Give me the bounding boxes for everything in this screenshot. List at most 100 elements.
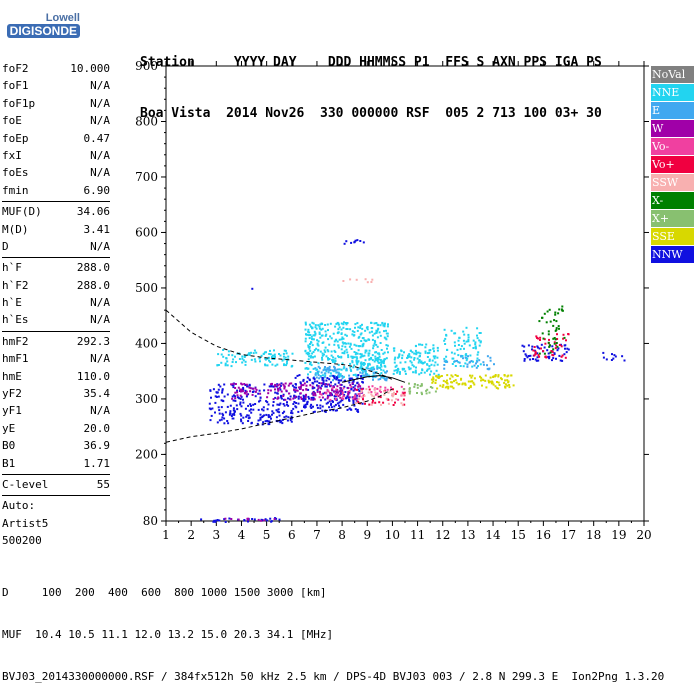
echo-point-sse (494, 375, 496, 378)
echo-point-e (374, 372, 377, 375)
echo-point-nne (429, 373, 431, 376)
echo-point-nne (474, 345, 477, 348)
param-value: 288.0 (76, 261, 110, 275)
echo-point-nnw (340, 379, 343, 382)
legend-item-noval: NoVal (651, 66, 694, 83)
echo-point-nne (273, 349, 275, 352)
echo-point-nnw (234, 399, 237, 402)
echo-point-nne (373, 332, 376, 335)
echo-point-nnw (230, 415, 233, 417)
echo-point-nne (415, 366, 417, 369)
echo-point-nne (375, 322, 378, 324)
echo-point-sse (512, 384, 515, 387)
echo-point-w (274, 388, 276, 391)
echo-point-nnw (247, 520, 249, 523)
echo-point-nnw (249, 403, 252, 406)
echo-point-nne (478, 339, 481, 342)
echo-point-nnw (555, 357, 557, 360)
param-value: 292.3 (76, 334, 110, 348)
echo-point-nne (342, 375, 345, 378)
echo-point-xminus (554, 338, 557, 341)
x-tick-label: 15 (511, 528, 526, 542)
echo-point-nne (313, 355, 316, 358)
x-tick-label: 19 (611, 528, 626, 542)
echo-point-nne (248, 352, 251, 355)
echo-point-nne (308, 345, 311, 348)
echo-point-e (348, 374, 351, 377)
echo-point-e (386, 370, 388, 373)
echo-point-nnw (277, 408, 280, 411)
echo-point-nne (319, 350, 322, 353)
echo-point-nnw (356, 239, 359, 242)
echo-point-nnw (352, 400, 355, 403)
param-label: hmF2 (2, 334, 29, 348)
echo-point-nne (306, 353, 309, 356)
echo-point-nne (217, 364, 220, 366)
echo-point-nne (365, 326, 368, 329)
echo-point-w (236, 394, 239, 397)
echo-point-sse (492, 383, 495, 386)
echo-point-w (284, 398, 287, 401)
echo-point-e (446, 360, 449, 363)
echo-point-nne (395, 369, 398, 372)
echo-point-nnw (322, 383, 325, 386)
echo-point-e (372, 371, 375, 374)
echo-point-e (364, 373, 367, 376)
x-tick-label: 4 (238, 528, 246, 542)
echo-point-e (376, 367, 379, 370)
echo-point-w (339, 386, 342, 389)
x-tick-label: 14 (485, 528, 501, 542)
echo-point-xminus (553, 342, 556, 345)
echo-point-vominus (327, 390, 330, 393)
echo-point-nnw (242, 416, 245, 419)
echo-point-sse (437, 376, 440, 379)
echo-point-nne (252, 352, 255, 355)
echo-point-nne (412, 365, 415, 368)
echo-point-nnw (337, 379, 340, 382)
param-label: fxI (2, 148, 22, 162)
echo-point-nne (353, 351, 356, 353)
echo-point-e (462, 357, 464, 360)
echo-point-nnw (295, 383, 297, 386)
param-row: foF1 N/A (2, 77, 110, 94)
echo-point-nne (342, 323, 345, 326)
echo-point-w (252, 387, 255, 390)
echo-point-e (336, 368, 339, 371)
echo-point-nne (462, 330, 465, 333)
echo-point-nne (243, 354, 246, 357)
echo-point-nnw (338, 404, 340, 407)
echo-point-xminus (538, 352, 541, 355)
echo-point-nne (304, 367, 307, 370)
echo-point-nne (326, 323, 329, 326)
param-label: h`F2 (2, 278, 29, 292)
echo-point-nne (350, 347, 353, 350)
param-row: hmF1 N/A (2, 350, 110, 367)
echo-point-nne (462, 365, 465, 368)
echo-point-nnw (266, 401, 269, 404)
echo-point-voplus (382, 401, 385, 404)
echo-point-nne (268, 359, 270, 362)
echo-point-nnw (276, 383, 279, 386)
echo-point-nnw (353, 404, 356, 407)
echo-point-nnw (236, 396, 239, 399)
echo-point-nne (355, 374, 358, 377)
y-tick-label: 500 (135, 281, 158, 295)
param-row: foF1p N/A (2, 95, 110, 112)
echo-point-voplus (551, 350, 554, 353)
echo-point-nnw (343, 242, 346, 245)
echo-point-nne (396, 370, 399, 373)
legend-item-e: E (651, 101, 694, 119)
echo-point-w (277, 388, 280, 390)
echo-point-sse (451, 375, 454, 378)
echo-point-nnw (221, 389, 224, 392)
echo-point-xminus (554, 313, 557, 316)
echo-point-nne (338, 368, 341, 371)
echo-point-sse (446, 379, 448, 382)
echo-point-nne (467, 338, 470, 341)
echo-point-w (241, 383, 244, 386)
echo-point-nnw (229, 410, 232, 413)
echo-point-nnw (290, 420, 293, 423)
echo-point-nne (404, 361, 407, 364)
echo-point-nne (367, 364, 369, 367)
echo-point-nne (376, 336, 379, 339)
